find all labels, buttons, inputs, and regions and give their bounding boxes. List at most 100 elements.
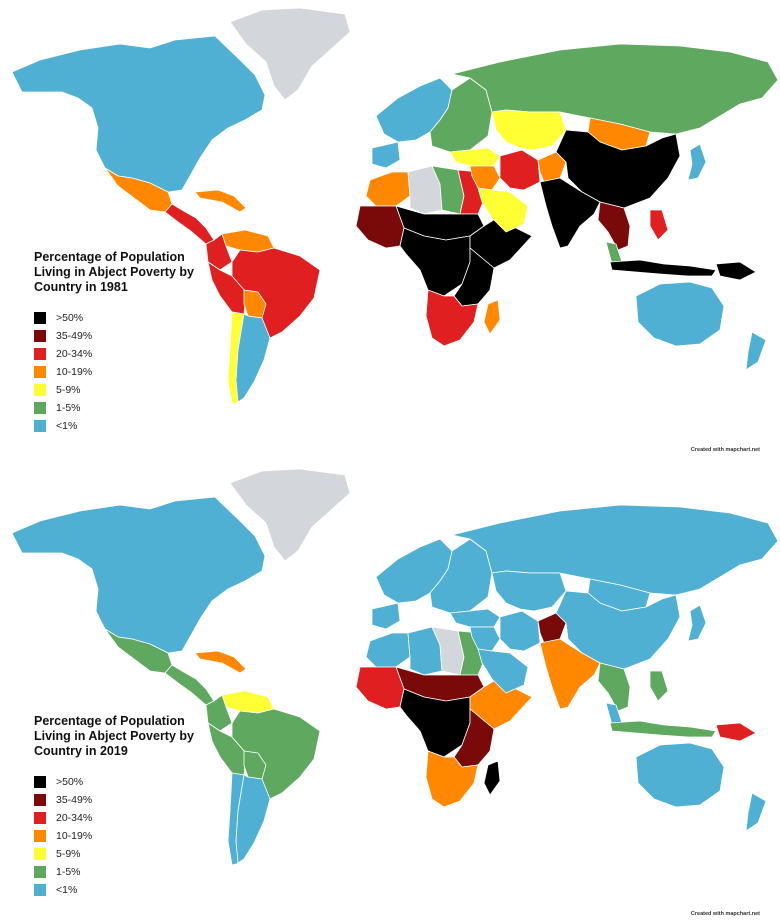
region-png (715, 261, 757, 281)
legend-label: 20-34% (56, 348, 93, 360)
region-china (555, 590, 681, 670)
legend-label: 5-9% (56, 848, 81, 860)
region-caribbean (194, 650, 247, 674)
legend-label: <1% (56, 420, 78, 432)
legend-swatch (34, 384, 46, 396)
legend-item-35-49: 35-49% (34, 327, 194, 345)
legend-swatch (34, 884, 46, 896)
region-madagascar (483, 299, 501, 335)
region-turkey (449, 608, 501, 628)
legend-label: 20-34% (56, 812, 93, 824)
region-argentina (235, 774, 271, 864)
region-venezuela (221, 229, 275, 253)
legend-item-10-19: 10-19% (34, 827, 194, 845)
legend-label: 5-9% (56, 384, 81, 396)
region-philippines (649, 209, 669, 241)
region-north-africa-west (365, 171, 411, 207)
legend-swatch (34, 776, 46, 788)
legend-swatch (34, 330, 46, 342)
legend-swatch (34, 348, 46, 360)
legend-swatch (34, 312, 46, 324)
region-china (555, 129, 681, 209)
legend-swatch (34, 366, 46, 378)
region-japan (687, 143, 707, 181)
region-new-zealand (745, 792, 767, 832)
region-indonesia (609, 720, 717, 738)
region-central-america (164, 203, 215, 245)
region-iberia (371, 602, 401, 630)
legend-title: Percentage of Population Living in Abjec… (34, 714, 194, 758)
legend-title: Percentage of Population Living in Abjec… (34, 250, 194, 294)
region-north-america (11, 496, 266, 654)
region-north-america (11, 35, 266, 193)
legend-label: 1-5% (56, 866, 81, 878)
region-central-africa (399, 688, 471, 758)
credit-text: Created with mapchart.net (690, 911, 760, 917)
region-southern-africa (425, 289, 479, 347)
legend-label: 35-49% (56, 330, 93, 342)
legend-swatch (34, 848, 46, 860)
region-central-asia (491, 570, 567, 612)
region-eastern-europe (429, 77, 493, 153)
region-caribbean (194, 189, 247, 213)
map-panel-1981: Percentage of Population Living in Abjec… (0, 0, 780, 460)
legend-label: 10-19% (56, 830, 93, 842)
region-indonesia (609, 259, 717, 277)
region-japan (687, 604, 707, 642)
legend-label: >50% (56, 312, 84, 324)
region-greenland (229, 468, 351, 562)
region-madagascar (483, 760, 501, 796)
legend-item-20-34: 20-34% (34, 809, 194, 827)
map-panel-2019: Percentage of Population Living in Abjec… (0, 461, 780, 921)
legend-label: >50% (56, 776, 84, 788)
legend-label: 35-49% (56, 794, 93, 806)
legend-item-5-9: 5-9% (34, 381, 194, 399)
region-west-africa (355, 205, 405, 249)
legend-swatch (34, 866, 46, 878)
region-southeast-asia (597, 201, 631, 251)
region-argentina (235, 313, 271, 403)
region-iran (499, 149, 541, 191)
legend-1981: Percentage of Population Living in Abjec… (34, 250, 194, 435)
region-png (715, 722, 757, 742)
legend-label: 1-5% (56, 402, 81, 414)
region-iran (499, 610, 541, 652)
region-philippines (649, 670, 669, 702)
legend-item-lt1: <1% (34, 881, 194, 899)
legend-label: 10-19% (56, 366, 93, 378)
legend-item-20-34: 20-34% (34, 345, 194, 363)
region-arabia (477, 648, 529, 694)
region-turkey (449, 147, 501, 167)
region-central-asia (491, 109, 567, 151)
world-map-2019 (11, 468, 779, 866)
region-greenland (229, 7, 351, 101)
region-venezuela (221, 690, 275, 714)
region-arabia (477, 187, 529, 233)
legend-item-35-49: 35-49% (34, 791, 194, 809)
region-australia (635, 281, 725, 347)
legend-item-gt50: >50% (34, 773, 194, 791)
region-north-africa-west (365, 632, 411, 668)
region-india (539, 177, 601, 249)
legend-2019: Percentage of Population Living in Abjec… (34, 714, 194, 899)
legend-item-10-19: 10-19% (34, 363, 194, 381)
legend-swatch (34, 402, 46, 414)
region-eastern-europe (429, 538, 493, 614)
legend-label: <1% (56, 884, 78, 896)
region-australia (635, 742, 725, 808)
region-central-america (164, 664, 215, 706)
legend-item-lt1: <1% (34, 417, 194, 435)
region-new-zealand (745, 331, 767, 371)
legend-item-gt50: >50% (34, 309, 194, 327)
region-central-africa (399, 227, 471, 297)
legend-swatch (34, 830, 46, 842)
region-southern-africa (425, 750, 479, 808)
legend-item-1-5: 1-5% (34, 863, 194, 881)
region-india (539, 638, 601, 710)
world-map-1981 (11, 7, 779, 405)
legend-swatch (34, 812, 46, 824)
region-iberia (371, 141, 401, 169)
region-west-africa (355, 666, 405, 710)
legend-item-1-5: 1-5% (34, 399, 194, 417)
legend-item-5-9: 5-9% (34, 845, 194, 863)
